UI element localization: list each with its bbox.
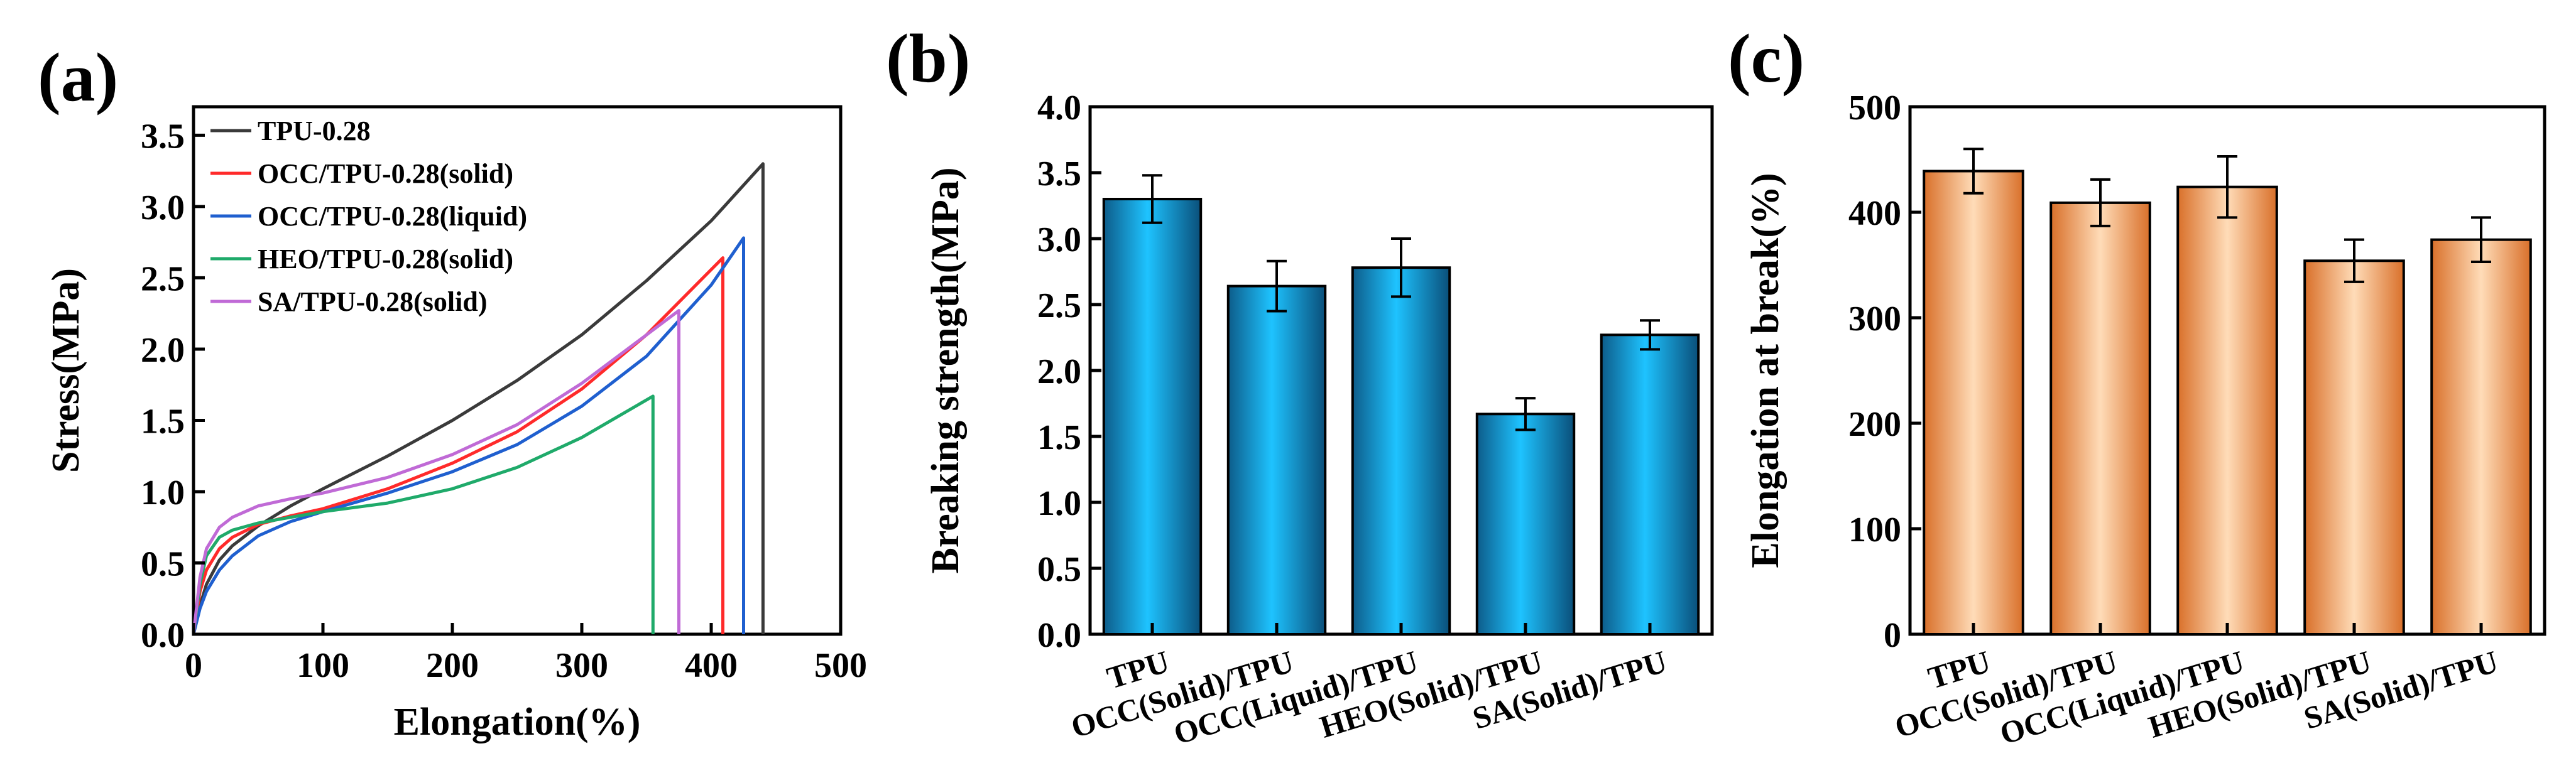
- bar-2: [1226, 284, 1327, 636]
- legend-label-1: TPU-0.28: [258, 116, 371, 146]
- y-tick-label: 3.5: [1037, 154, 1081, 193]
- y-tick-label: 0: [1884, 616, 1901, 655]
- y-tick-label: 4.0: [1037, 89, 1081, 127]
- panel-b-bars: [1102, 174, 1700, 636]
- series-line-5: [192, 309, 680, 635]
- y-tick-label: 500: [1848, 89, 1901, 127]
- y-tick-label: 0.5: [1037, 550, 1081, 589]
- bar-2: [2049, 201, 2151, 635]
- x-tick-label: 300: [555, 646, 608, 685]
- bar-5: [1600, 333, 1700, 635]
- legend-label-3: OCC/TPU-0.28(liquid): [258, 201, 527, 232]
- x-tick-label: 500: [814, 646, 867, 685]
- y-tick-label: 0.0: [1037, 616, 1081, 655]
- panel-a-series-lines: [192, 162, 765, 635]
- panel-b-chart: TPUOCC(Solid)/TPUOCC(Liquid)/TPUHEO(Soli…: [924, 89, 1714, 751]
- legend-label-4: HEO/TPU-0.28(solid): [258, 244, 513, 274]
- y-tick-label: 2.5: [1037, 286, 1081, 325]
- bar-3: [1351, 266, 1451, 635]
- bar-4: [2303, 259, 2405, 635]
- panel-c-label: (c): [1728, 20, 1804, 97]
- y-tick-label: 100: [1848, 511, 1901, 549]
- panel-a-xlabel: Elongation(%): [394, 701, 641, 743]
- x-tick-label: 100: [297, 646, 349, 685]
- x-tick-label: 200: [426, 646, 479, 685]
- x-tick-label: 0: [185, 646, 202, 685]
- y-tick-label: 400: [1848, 194, 1901, 233]
- bar-5: [2430, 238, 2532, 635]
- y-tick-label: 0.0: [141, 616, 185, 655]
- y-tick-label: 2.0: [141, 331, 185, 370]
- panel-a-ticks: 0 100 200 300 400 500 0.0 0.5 1.0 1.5 2.0 2.5 3.0 3.5: [141, 117, 867, 685]
- series-line-1: [192, 162, 765, 635]
- panel-a-plot-frame: [192, 105, 843, 636]
- y-tick-label: 300: [1848, 300, 1901, 338]
- panel-a-legend: TPU-0.28 OCC/TPU-0.28(solid) OCC/TPU-0.28(…: [210, 116, 527, 317]
- panel-c-bars: [1923, 148, 2532, 636]
- y-tick-label: 200: [1848, 405, 1901, 444]
- bar-4: [1475, 413, 1576, 635]
- y-tick-label: 1.0: [141, 473, 185, 512]
- panel-a-label: (a): [38, 39, 118, 116]
- y-tick-label: 1.5: [141, 402, 185, 441]
- y-tick-label: 2.0: [1037, 352, 1081, 391]
- panel-a-chart: 0 100 200 300 400 500 0.0 0.5 1.0 1.5 2.0 2.5 3.0 3.5…: [45, 105, 867, 743]
- panel-a-ylabel: Stress(MPa): [45, 268, 87, 473]
- panel-b-ylabel: Breaking strength(MPa): [924, 168, 967, 574]
- y-tick-label: 0.5: [141, 544, 185, 583]
- x-tick-label: 400: [685, 646, 738, 685]
- y-tick-label: 1.5: [1037, 418, 1081, 457]
- legend-label-2: OCC/TPU-0.28(solid): [258, 158, 513, 189]
- series-line-4: [192, 394, 655, 635]
- panel-c-chart: TPUOCC(Solid)/TPUOCC(Liquid)/TPUHEO(Soli…: [1744, 89, 2546, 751]
- bar-1: [1102, 198, 1203, 635]
- y-tick-label: 3.0: [1037, 220, 1081, 259]
- y-tick-label: 2.5: [141, 259, 185, 298]
- panel-c-ylabel: Elongation at break(%): [1744, 173, 1787, 568]
- bar-3: [2176, 185, 2278, 635]
- bar-1: [1923, 170, 2024, 636]
- y-tick-label: 3.0: [141, 188, 185, 227]
- panel-b-label: (b): [886, 20, 970, 97]
- y-tick-label: 1.0: [1037, 484, 1081, 523]
- y-tick-label: 3.5: [141, 117, 185, 156]
- legend-label-5: SA/TPU-0.28(solid): [258, 286, 487, 317]
